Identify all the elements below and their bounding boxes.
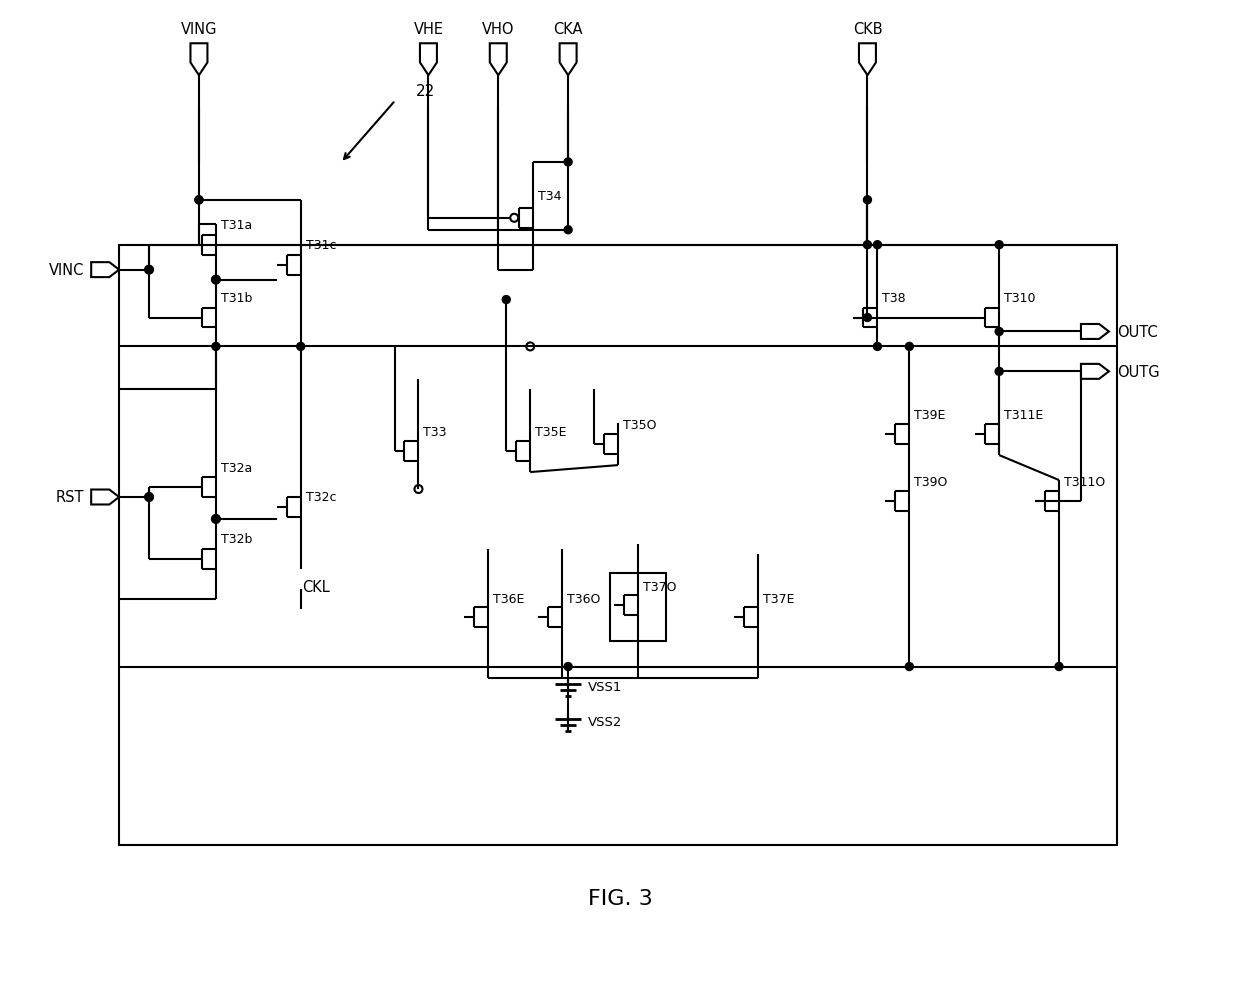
- Text: T38: T38: [883, 292, 906, 305]
- Circle shape: [564, 227, 572, 235]
- Circle shape: [1055, 663, 1063, 671]
- Circle shape: [564, 663, 572, 671]
- Bar: [610, 574, 666, 641]
- Text: OUTC: OUTC: [1117, 325, 1157, 340]
- Text: T32c: T32c: [306, 491, 336, 504]
- Circle shape: [195, 197, 203, 205]
- Text: T36O: T36O: [567, 592, 600, 605]
- Bar: [119, 246, 1117, 845]
- Text: T35E: T35E: [536, 425, 567, 438]
- Circle shape: [996, 242, 1003, 249]
- Text: FIG. 3: FIG. 3: [588, 888, 652, 908]
- Text: T37E: T37E: [763, 592, 794, 605]
- Text: T33: T33: [423, 425, 446, 438]
- Text: T32b: T32b: [221, 533, 252, 546]
- Circle shape: [502, 296, 510, 304]
- Text: T311O: T311O: [1064, 475, 1105, 488]
- Text: T39E: T39E: [914, 409, 946, 421]
- Text: 22: 22: [415, 83, 435, 98]
- Text: CKL: CKL: [301, 580, 330, 594]
- Text: RST: RST: [56, 490, 84, 505]
- Circle shape: [212, 343, 219, 351]
- Circle shape: [145, 493, 153, 502]
- Text: VING: VING: [181, 22, 217, 37]
- Text: T37O: T37O: [644, 580, 677, 593]
- Circle shape: [212, 276, 219, 284]
- Text: VSS2: VSS2: [588, 715, 622, 729]
- Circle shape: [212, 516, 219, 524]
- Text: T39O: T39O: [914, 475, 947, 488]
- Text: OUTG: OUTG: [1117, 365, 1159, 380]
- Circle shape: [905, 663, 914, 671]
- Text: CKA: CKA: [553, 22, 583, 37]
- Circle shape: [873, 242, 882, 249]
- Text: VHO: VHO: [482, 22, 515, 37]
- Text: T31a: T31a: [221, 219, 252, 232]
- Text: T311E: T311E: [1004, 409, 1043, 421]
- Text: VHE: VHE: [413, 22, 444, 37]
- Text: T35O: T35O: [622, 418, 656, 431]
- Text: T34: T34: [538, 190, 562, 203]
- Circle shape: [145, 266, 153, 274]
- Text: CKB: CKB: [853, 22, 882, 37]
- Circle shape: [873, 343, 882, 351]
- Text: VINC: VINC: [48, 262, 84, 278]
- Circle shape: [996, 328, 1003, 336]
- Circle shape: [905, 343, 914, 351]
- Circle shape: [296, 343, 305, 351]
- Circle shape: [996, 368, 1003, 376]
- Circle shape: [195, 197, 203, 205]
- Text: T310: T310: [1004, 292, 1035, 305]
- Circle shape: [863, 314, 872, 322]
- Circle shape: [863, 242, 872, 249]
- Circle shape: [863, 197, 872, 205]
- Text: T31b: T31b: [221, 292, 252, 305]
- Circle shape: [564, 159, 572, 167]
- Text: T36E: T36E: [494, 592, 525, 605]
- Text: T31c: T31c: [306, 239, 336, 251]
- Text: VSS1: VSS1: [588, 680, 622, 693]
- Text: T32a: T32a: [221, 461, 252, 474]
